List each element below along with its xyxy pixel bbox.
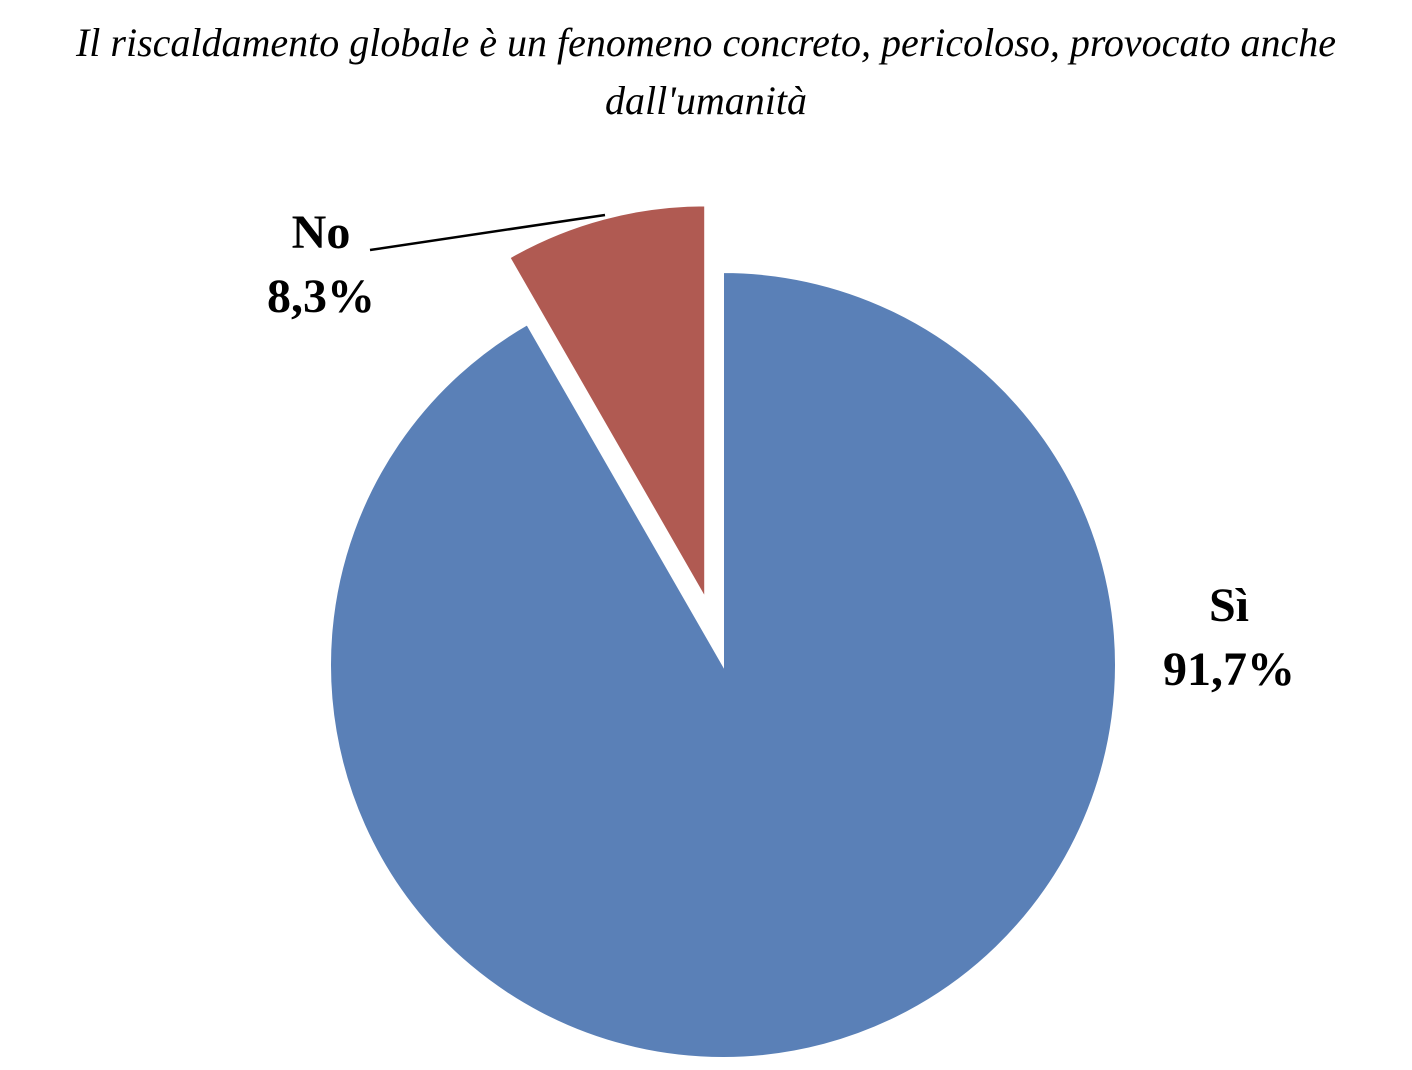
pie-slice xyxy=(329,270,1117,1059)
chart-title: Il riscaldamento globale è un fenomeno c… xyxy=(75,20,1337,123)
leader-line xyxy=(369,213,606,252)
slice-label: Sì xyxy=(1209,579,1249,632)
value-label: 91,7% xyxy=(1163,643,1295,696)
title-box: Il riscaldamento globale è un fenomeno c… xyxy=(0,14,1412,130)
value-label: 8,3% xyxy=(267,270,375,323)
slice-label: No xyxy=(292,206,351,259)
pie-slice xyxy=(508,204,707,603)
